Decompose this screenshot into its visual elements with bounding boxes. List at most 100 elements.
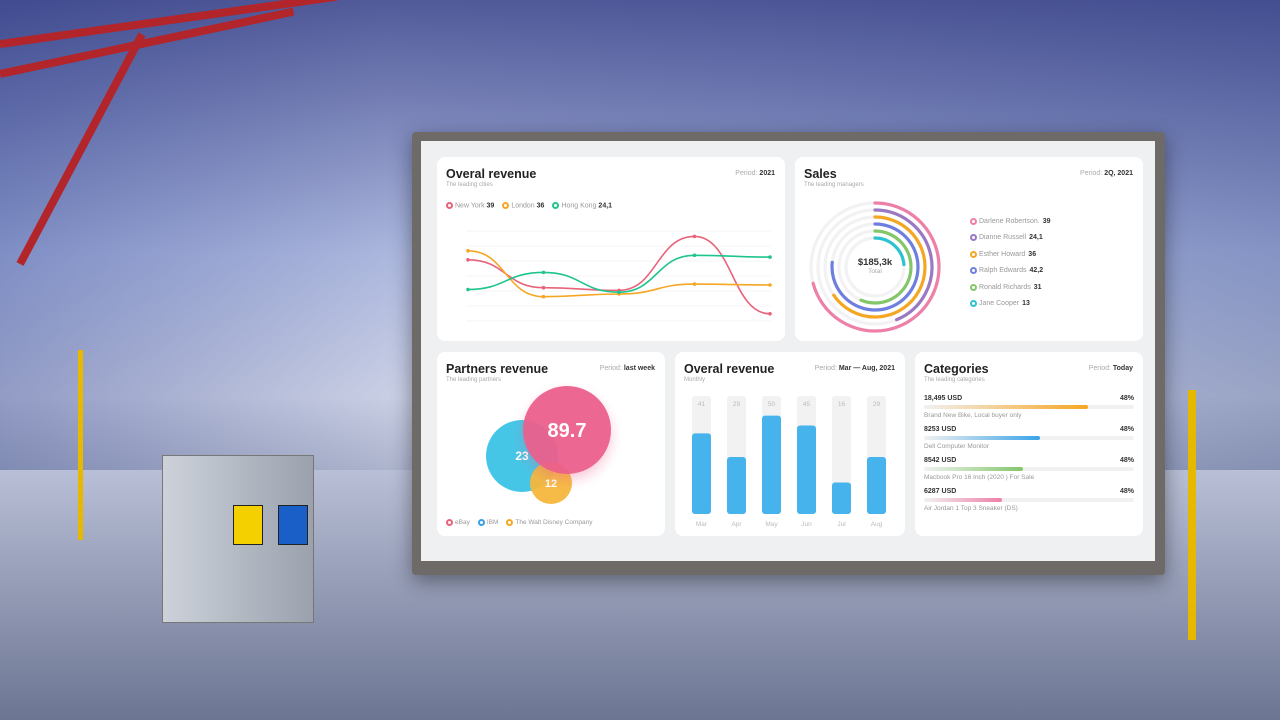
bubble-value: 89.7 — [548, 420, 587, 442]
month-label: Jun — [801, 521, 812, 528]
data-point — [617, 290, 621, 294]
bar-jun — [797, 425, 816, 514]
period: Period: Mar — Aug, 2021 — [814, 365, 895, 372]
legend-dot-icon — [446, 518, 453, 526]
data-point — [466, 249, 470, 253]
legend-dot-icon — [506, 518, 514, 526]
bar-aug — [867, 456, 886, 514]
period: Period: 2Q, 2021 — [1080, 170, 1133, 177]
category-percent: 48% — [1119, 457, 1134, 464]
line-chart — [466, 230, 772, 322]
manager-value: 24,1 — [1029, 234, 1043, 242]
category-progress-fill — [924, 405, 1088, 409]
legend-dot-icon — [970, 267, 977, 275]
bar-chart: 41 Mar 29 Apr 50 May 45 Jun 16 Jul 29 Aug — [692, 396, 886, 528]
data-point — [466, 258, 470, 262]
month-label: Apr — [731, 521, 742, 528]
ring-arc — [873, 236, 906, 267]
period: Period: Today — [1088, 365, 1133, 372]
manager-name: Esther Howard — [979, 250, 1026, 258]
manager-name: Ralph Edwards — [979, 267, 1027, 275]
period: Period: 2021 — [735, 170, 775, 177]
legend-item: The Walt Disney Company — [506, 518, 593, 526]
manager-name: Darlene Robertson. — [979, 217, 1040, 225]
sales-legend-item: Darlene Robertson. 39 — [970, 213, 1051, 230]
bubble-value: 12 — [545, 478, 557, 490]
line-legend: New York 39 London 36 Hong Kong 24,1 — [446, 202, 776, 209]
category-name: Brand New Bike, Local buyer only — [924, 412, 1022, 419]
bar-value-label: 16 — [838, 401, 846, 408]
safety-rail — [78, 350, 83, 540]
warning-sign — [233, 505, 263, 545]
legend-dot-icon — [970, 217, 977, 225]
legend-label: London — [511, 202, 537, 210]
bubble-chart: 23 12 89.7 — [486, 386, 611, 504]
data-point — [692, 282, 697, 286]
category-item: 8253 USD 48% Dell Computer Monitor — [924, 426, 1134, 450]
ring-arc — [873, 208, 934, 322]
month-label: Aug — [871, 521, 883, 528]
bar-value-label: 29 — [733, 401, 741, 408]
period: Period: last week — [599, 365, 655, 372]
card-subtitle: The leading categories — [924, 377, 985, 383]
bar-jul — [832, 482, 851, 514]
category-progress-fill — [924, 436, 1040, 440]
manager-name: Dianne Russell — [979, 234, 1027, 242]
legend-item: London 36 — [502, 202, 544, 209]
sales-legend-item: Esther Howard 36 — [970, 246, 1051, 263]
manager-name: Jane Cooper — [979, 300, 1020, 308]
category-name: Macbook Pro 16 Inch (2020 ) For Sale — [924, 474, 1035, 481]
category-amount: 8542 USD — [924, 457, 957, 464]
data-point — [692, 253, 697, 258]
data-point — [541, 270, 546, 275]
legend-dot-icon — [970, 234, 977, 242]
bar-value-label: 50 — [768, 401, 776, 408]
category-percent: 48% — [1119, 488, 1134, 495]
overall-revenue-cities-card: Overal revenue The leading cities Period… — [437, 157, 785, 341]
category-item: 6287 USD 48% Air Jordan 1 Top 3 Sneaker (D… — [924, 488, 1134, 512]
card-subtitle: Monthly — [684, 377, 706, 383]
category-progress-track — [924, 467, 1134, 471]
legend-dot-icon — [970, 283, 977, 291]
month-label: Mar — [696, 521, 708, 528]
sales-legend: Darlene Robertson. 39 Dianne Russell 24,1 Es… — [970, 213, 1051, 312]
card-subtitle: The leading managers — [804, 182, 864, 188]
category-progress-track — [924, 405, 1134, 409]
category-item: 8542 USD 48% Macbook Pro 16 Inch (2020 ) F… — [924, 457, 1134, 481]
sales-legend-item: Dianne Russell 24,1 — [970, 230, 1051, 247]
category-amount: 6287 USD — [924, 488, 957, 495]
sales-legend-item: Ronald Richards 31 — [970, 279, 1051, 296]
manager-value: 36 — [1028, 250, 1037, 258]
manager-value: 42,2 — [1029, 267, 1044, 275]
legend-value: 36 — [536, 202, 545, 210]
legend-label: The Walt Disney Company — [515, 519, 593, 526]
legend-item: New York 39 — [446, 202, 494, 209]
category-progress-fill — [924, 467, 1023, 471]
monthly-revenue-card: Overal revenue Monthly Period: Mar — Aug… — [675, 352, 905, 536]
legend-item: eBay — [446, 518, 470, 526]
card-title: Overal revenue — [446, 167, 537, 181]
category-name: Dell Computer Monitor — [924, 443, 990, 450]
bar-mar — [692, 433, 711, 514]
category-item: 18,495 USD 48% Brand New Bike, Local buyer… — [924, 395, 1134, 419]
data-point — [541, 294, 546, 299]
legend-value: 39 — [486, 202, 495, 210]
category-row: 8253 USD 48% — [924, 426, 1134, 433]
ring-arc — [811, 201, 941, 333]
legend-dot-icon — [552, 202, 560, 209]
category-name: Air Jordan 1 Top 3 Sneaker (DS) — [924, 505, 1018, 512]
card-title: Partners revenue — [446, 362, 549, 376]
legend-label: eBay — [455, 519, 470, 526]
category-progress-track — [924, 498, 1134, 502]
card-title: Sales — [804, 167, 837, 181]
category-amount: 18,495 USD — [924, 395, 963, 402]
data-point — [768, 312, 772, 316]
manager-value: 13 — [1022, 300, 1030, 308]
legend-label: IBM — [486, 519, 499, 526]
category-row: 6287 USD 48% — [924, 488, 1134, 495]
legend-dot-icon — [477, 518, 485, 526]
ring-arc — [832, 215, 927, 319]
category-progress-fill — [924, 498, 1002, 502]
legend-item: Hong Kong 24,1 — [552, 202, 612, 209]
card-subtitle: The leading partners — [446, 377, 502, 383]
